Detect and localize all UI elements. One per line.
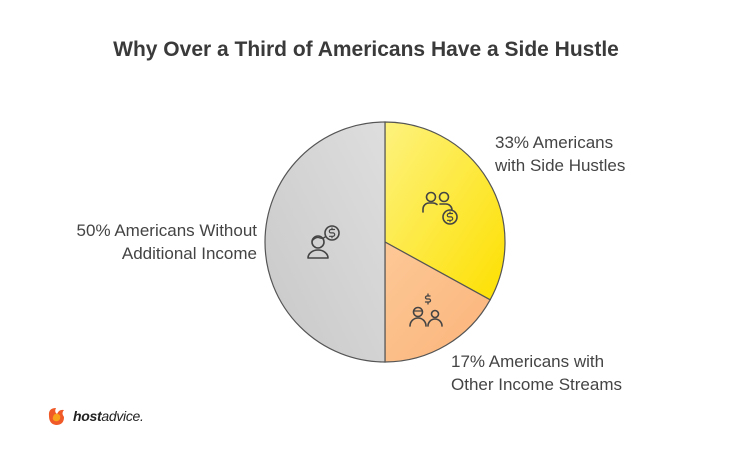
slice-label-other-income: 17% Americans with Other Income Streams	[451, 352, 623, 394]
chart-title: Why Over a Third of Americans Have a Sid…	[113, 38, 619, 61]
slice-label-side-hustles: 33% Americans with Side Hustles	[495, 133, 626, 175]
brand-advice: advice.	[101, 408, 144, 424]
pie-slice-without-income	[264, 121, 386, 363]
slice-label-without-income: 50% Americans Without Additional Income	[76, 221, 257, 263]
person-dollar-icon	[307, 225, 340, 259]
brand-host: host	[73, 408, 102, 424]
pie-slice-other-income	[384, 240, 491, 363]
people-coin-icon	[422, 191, 458, 225]
hostadvice-logo: hostadvice.	[46, 404, 144, 428]
family-dollar-icon	[409, 293, 443, 327]
hostadvice-logo-icon	[48, 408, 64, 425]
pie-slice-side-hustles	[384, 121, 506, 301]
